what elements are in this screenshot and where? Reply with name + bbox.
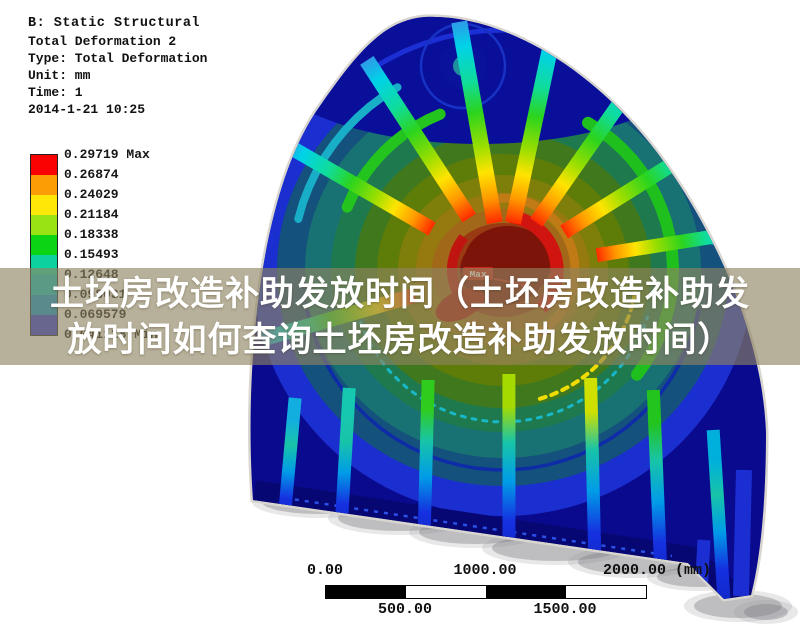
legend-value-label: 0.15493 (64, 247, 119, 262)
overlay-title-line1: 土坯房改造补助发放时间（土坯房改造补助发 (50, 274, 750, 313)
legend-value-label: 0.24029 (64, 187, 119, 202)
analysis-info-line: Type: Total Deformation (28, 51, 208, 66)
analysis-info-line: Time: 1 (28, 85, 83, 100)
analysis-title: B: Static Structural (28, 16, 201, 31)
legend-color-box (31, 215, 57, 235)
analysis-info-line: Unit: mm (28, 68, 91, 83)
legend-value-label: 0.26874 (64, 167, 119, 182)
text-overlay-banner: 土坯房改造补助发放时间（土坯房改造补助发 放时间如何查询土坯房改造补助发放时间） (0, 268, 800, 365)
analysis-info-line: Total Deformation 2 (28, 34, 177, 49)
overlay-title-line2: 放时间如何查询土坯房改造补助发放时间） (67, 320, 733, 359)
legend-color-box (31, 235, 57, 255)
analysis-info-line: 2014-1-21 10:25 (28, 102, 146, 117)
legend-color-box (31, 175, 57, 195)
legend-value-label: 0.18338 (64, 227, 119, 242)
legend-value-label: 0.29719 Max (64, 147, 150, 162)
legend-color-box (31, 195, 57, 215)
analysis-info-block: B: Static Structural Total Deformation 2… (28, 15, 207, 118)
legend-color-box (31, 155, 57, 175)
legend-value-label: 0.21184 (64, 207, 119, 222)
